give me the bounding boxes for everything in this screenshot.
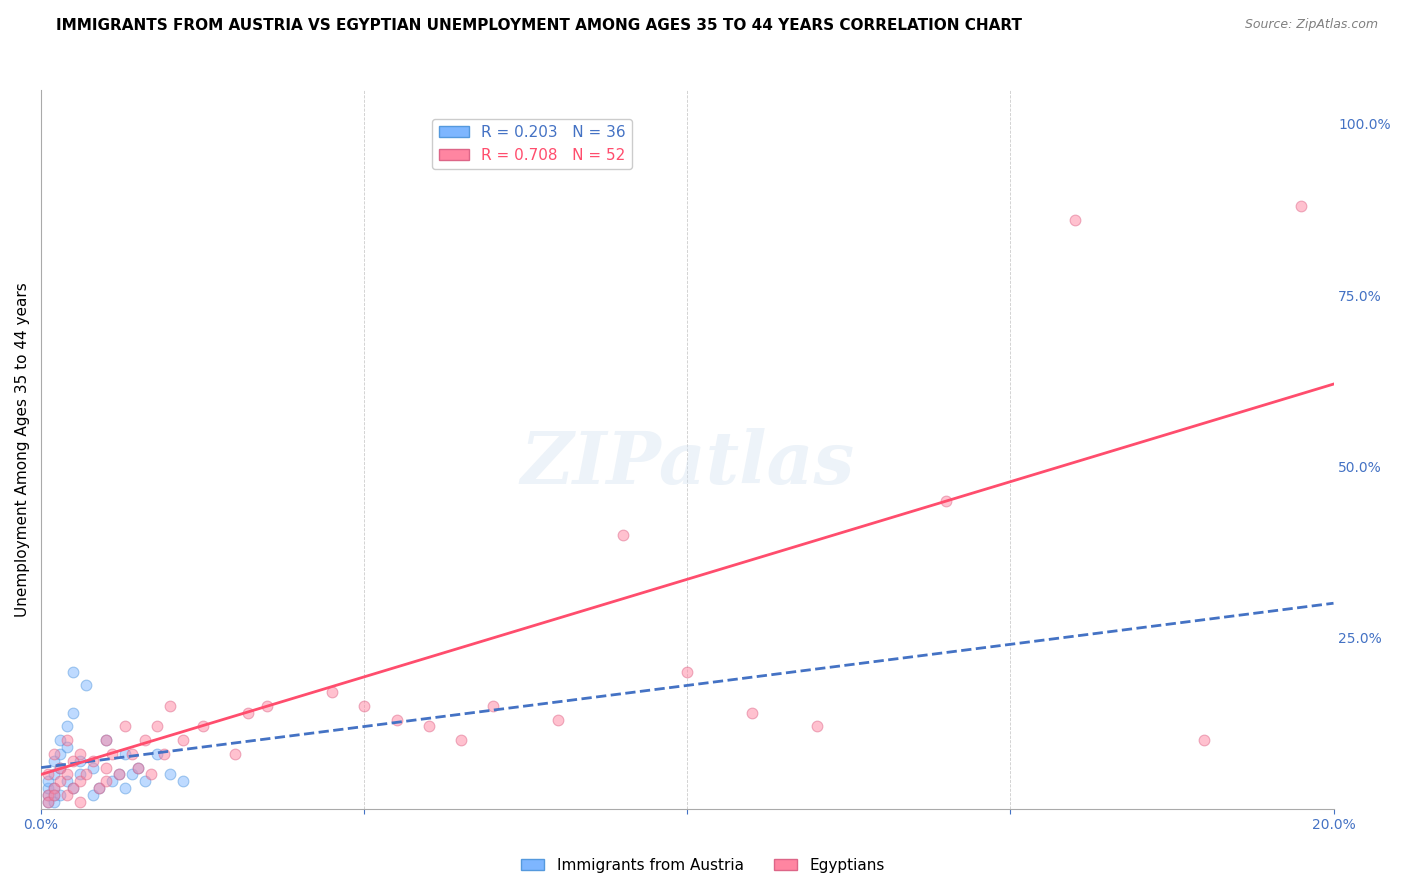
Point: [56, 733, 79, 747]
Point: [69, 795, 91, 809]
Point: [94, 733, 117, 747]
Point: [101, 774, 124, 789]
Point: [49, 761, 72, 775]
Point: [256, 698, 278, 713]
Point: [172, 774, 194, 789]
Point: [62, 781, 84, 796]
Point: [37, 795, 59, 809]
Point: [62, 754, 84, 768]
Point: [935, 493, 957, 508]
Point: [172, 733, 194, 747]
Point: [134, 733, 156, 747]
Point: [56, 767, 79, 781]
Text: ZIPatlas: ZIPatlas: [520, 428, 855, 499]
Point: [56, 774, 79, 789]
Point: [49, 774, 72, 789]
Point: [191, 719, 214, 733]
Point: [49, 761, 72, 775]
Point: [159, 698, 181, 713]
Point: [37, 788, 59, 802]
Point: [37, 788, 59, 802]
Point: [42, 767, 65, 781]
Point: [114, 719, 136, 733]
Point: [94, 761, 117, 775]
Point: [1194, 733, 1216, 747]
Point: [482, 698, 505, 713]
Point: [49, 747, 72, 761]
Point: [69, 767, 91, 781]
Point: [75, 678, 97, 692]
Point: [127, 761, 149, 775]
Legend: Immigrants from Austria, Egyptians: Immigrants from Austria, Egyptians: [515, 852, 891, 879]
Point: [107, 767, 129, 781]
Point: [1064, 212, 1087, 227]
Point: [94, 774, 117, 789]
Point: [224, 747, 246, 761]
Point: [42, 754, 65, 768]
Point: [101, 747, 124, 761]
Point: [1289, 199, 1312, 213]
Point: [37, 774, 59, 789]
Point: [89, 781, 111, 796]
Point: [107, 767, 129, 781]
Point: [153, 747, 176, 761]
Point: [547, 713, 569, 727]
Point: [42, 747, 65, 761]
Point: [69, 774, 91, 789]
Point: [56, 788, 79, 802]
Point: [42, 795, 65, 809]
Point: [82, 754, 104, 768]
Point: [612, 527, 634, 541]
Point: [42, 781, 65, 796]
Point: [82, 788, 104, 802]
Point: [82, 761, 104, 775]
Point: [69, 754, 91, 768]
Point: [42, 788, 65, 802]
Point: [42, 781, 65, 796]
Point: [146, 747, 169, 761]
Point: [741, 706, 763, 720]
Point: [139, 767, 162, 781]
Point: [353, 698, 375, 713]
Point: [134, 774, 156, 789]
Point: [806, 719, 828, 733]
Point: [236, 706, 259, 720]
Point: [42, 788, 65, 802]
Point: [62, 665, 84, 679]
Point: [146, 719, 169, 733]
Point: [37, 795, 59, 809]
Point: [114, 781, 136, 796]
Point: [75, 767, 97, 781]
Point: [56, 739, 79, 754]
Point: [321, 685, 343, 699]
Point: [62, 706, 84, 720]
Point: [69, 747, 91, 761]
Point: [37, 767, 59, 781]
Point: [114, 747, 136, 761]
Text: IMMIGRANTS FROM AUSTRIA VS EGYPTIAN UNEMPLOYMENT AMONG AGES 35 TO 44 YEARS CORRE: IMMIGRANTS FROM AUSTRIA VS EGYPTIAN UNEM…: [56, 18, 1022, 33]
Point: [49, 733, 72, 747]
Y-axis label: Unemployment Among Ages 35 to 44 years: Unemployment Among Ages 35 to 44 years: [15, 282, 30, 616]
Point: [418, 719, 440, 733]
Point: [56, 719, 79, 733]
Point: [121, 767, 143, 781]
Point: [385, 713, 408, 727]
Legend: R = 0.203   N = 36, R = 0.708   N = 52: R = 0.203 N = 36, R = 0.708 N = 52: [433, 119, 633, 169]
Point: [89, 781, 111, 796]
Point: [49, 788, 72, 802]
Point: [121, 747, 143, 761]
Point: [62, 781, 84, 796]
Point: [159, 767, 181, 781]
Text: Source: ZipAtlas.com: Source: ZipAtlas.com: [1244, 18, 1378, 31]
Point: [37, 781, 59, 796]
Point: [94, 733, 117, 747]
Point: [676, 665, 699, 679]
Point: [450, 733, 472, 747]
Point: [127, 761, 149, 775]
